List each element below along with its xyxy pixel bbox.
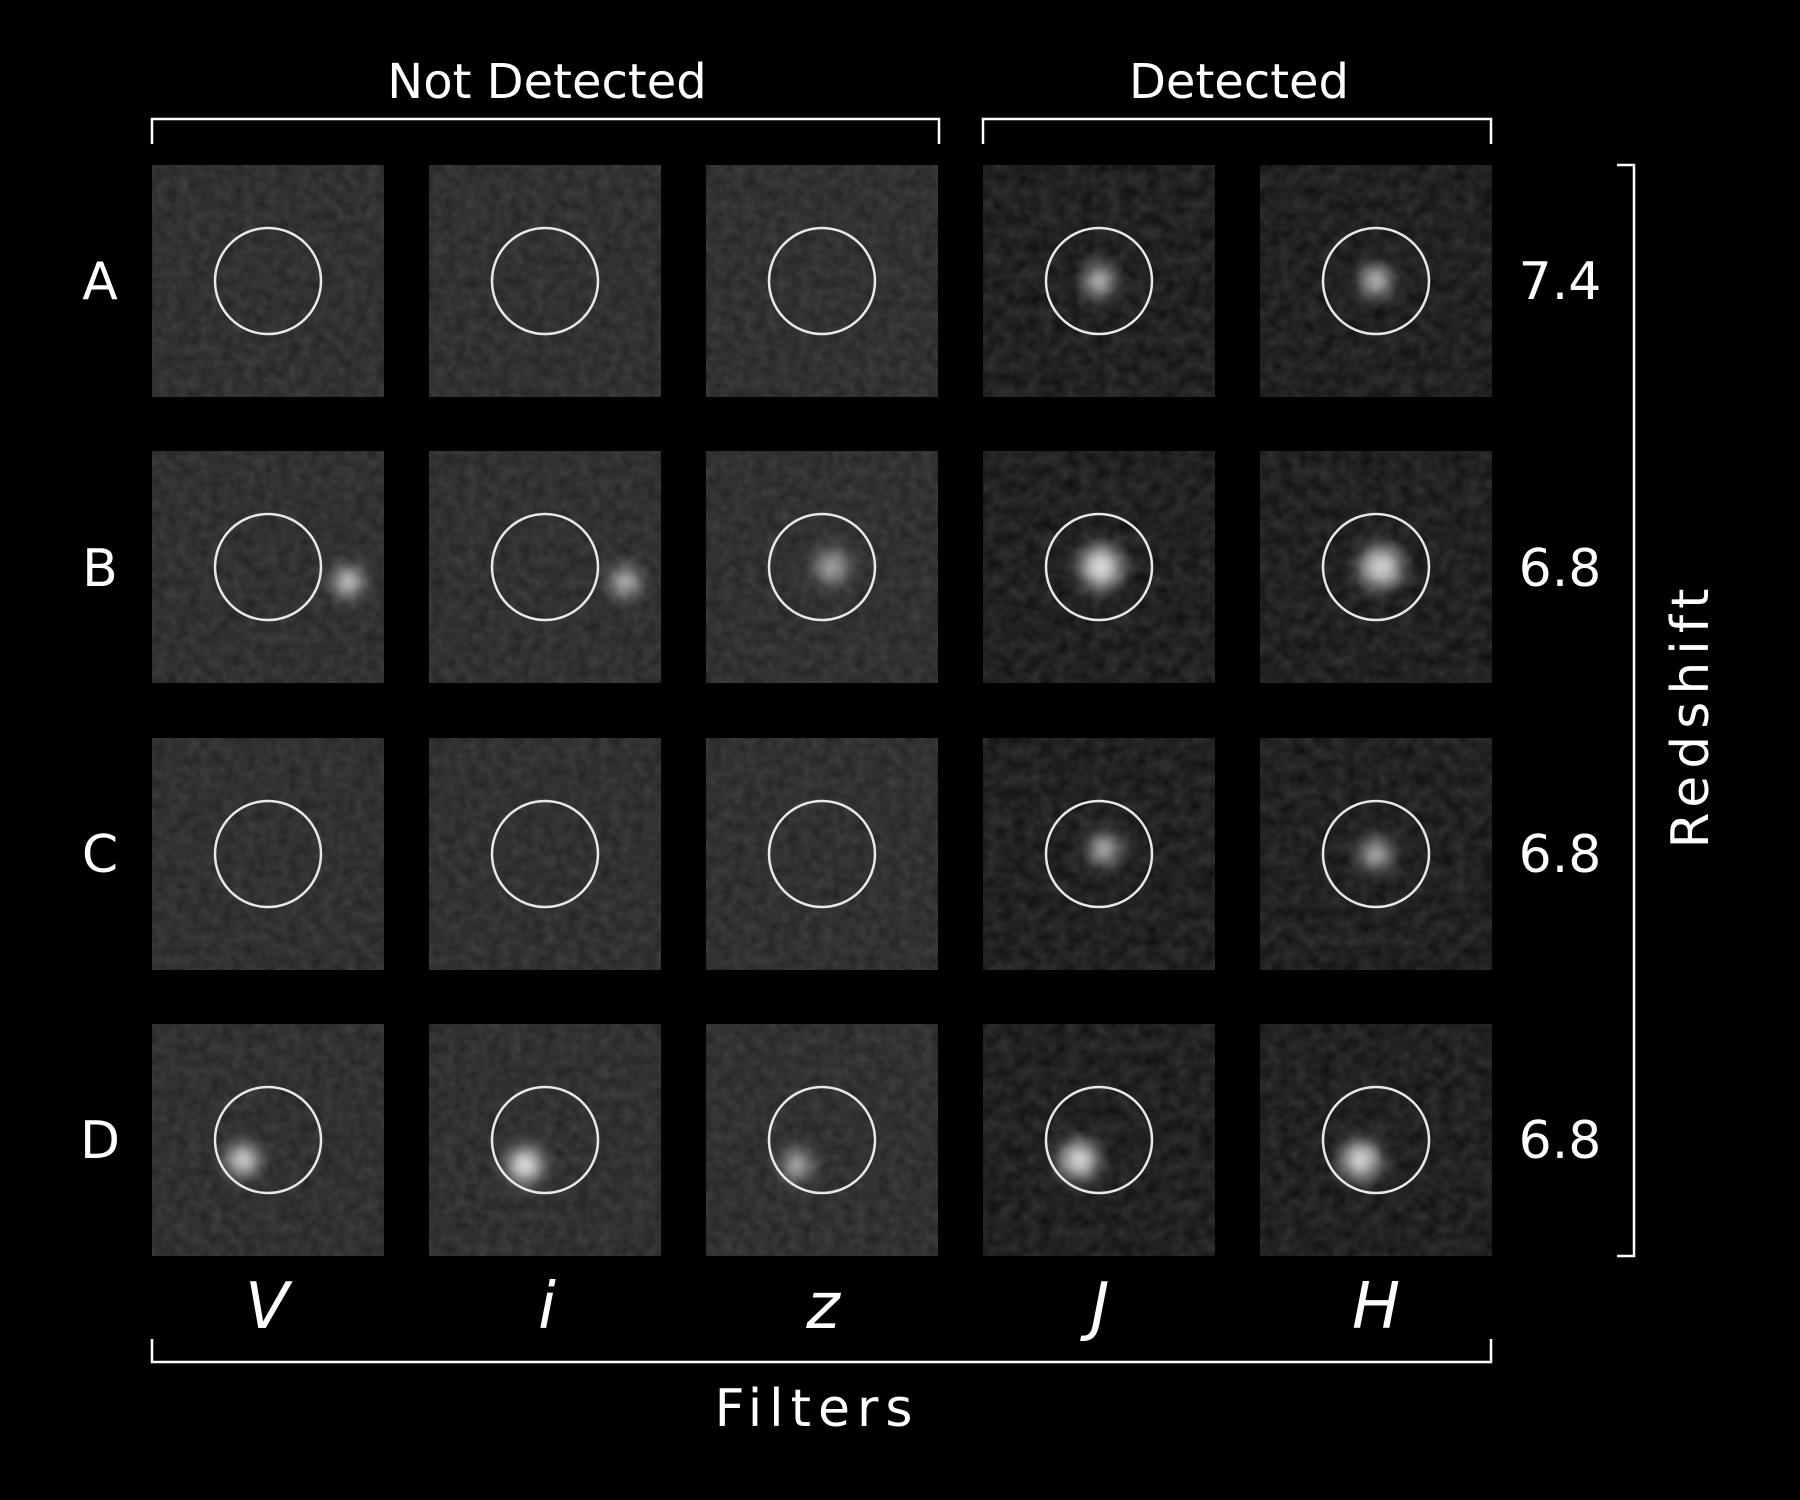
aperture-circle (1044, 512, 1154, 622)
cutout-noise (706, 738, 938, 970)
source-blob (1362, 267, 1390, 295)
filters-axis-title: Filters (715, 1379, 920, 1439)
aperture-circle (490, 226, 600, 336)
image-cutout-b-j (983, 451, 1215, 683)
row-label-d: D (80, 1111, 120, 1171)
aperture-circle (490, 512, 600, 622)
redshift-value-c: 6.8 (1519, 825, 1602, 885)
aperture-circle (767, 1085, 877, 1195)
aperture-circle (213, 226, 323, 336)
row-label-a: A (82, 252, 118, 312)
redshift-axis-title: Redshift (1661, 581, 1721, 848)
aperture-circle (1321, 799, 1431, 909)
source-blob (784, 1152, 810, 1178)
source-blob (816, 551, 848, 583)
cutout-noise (429, 451, 661, 683)
aperture-circle (213, 1085, 323, 1195)
cutout-noise (152, 165, 384, 397)
source-blob (229, 1146, 257, 1174)
image-cutout-d-i (429, 1024, 661, 1256)
cutout-noise (152, 1024, 384, 1256)
aperture-circle (1044, 226, 1154, 336)
source-blob (1343, 1142, 1379, 1178)
image-cutout-c-z (706, 738, 938, 970)
source-blob (1362, 840, 1390, 868)
image-cutout-d-v (152, 1024, 384, 1256)
image-cutout-b-i (429, 451, 661, 683)
not-detected-label: Not Detected (387, 54, 706, 110)
source-blob (612, 569, 638, 595)
source-blob (1090, 835, 1118, 863)
detected-bracket (981, 117, 1493, 144)
image-cutout-b-h (1260, 451, 1492, 683)
aperture-circle (1044, 1085, 1154, 1195)
image-cutout-a-v (152, 165, 384, 397)
image-cutout-c-i (429, 738, 661, 970)
source-blob (335, 569, 361, 595)
filter-label-h: H (1352, 1270, 1400, 1344)
image-cutout-d-h (1260, 1024, 1492, 1256)
aperture-circle (1044, 799, 1154, 909)
redshift-value-b: 6.8 (1519, 539, 1602, 599)
aperture-circle (213, 512, 323, 622)
aperture-circle (767, 226, 877, 336)
cutout-noise (152, 451, 384, 683)
image-cutout-a-j (983, 165, 1215, 397)
image-cutout-c-j (983, 738, 1215, 970)
redshift-value-d: 6.8 (1519, 1111, 1602, 1171)
row-label-c: C (82, 825, 118, 885)
image-cutout-d-j (983, 1024, 1215, 1256)
source-blob (1061, 1142, 1097, 1178)
cutout-noise (429, 165, 661, 397)
image-panel-grid (152, 165, 1492, 1256)
filter-label-j: J (1080, 1270, 1110, 1344)
source-blob (1081, 547, 1121, 587)
cutout-noise (1260, 1024, 1492, 1256)
image-cutout-a-z (706, 165, 938, 397)
cutout-noise (983, 1024, 1215, 1256)
image-cutout-a-i (429, 165, 661, 397)
redshift-value-a: 7.4 (1519, 252, 1602, 312)
aperture-circle (1321, 226, 1431, 336)
filter-label-z: z (805, 1270, 841, 1344)
row-label-b: B (82, 539, 118, 599)
aperture-circle (490, 799, 600, 909)
image-cutout-d-z (706, 1024, 938, 1256)
redshift-bracket (1617, 163, 1636, 1258)
source-blob (1085, 267, 1113, 295)
filter-label-i: i (538, 1270, 556, 1344)
cutout-noise (706, 1024, 938, 1256)
aperture-circle (1321, 512, 1431, 622)
cutout-noise (429, 1024, 661, 1256)
aperture-circle (490, 1085, 600, 1195)
aperture-circle (767, 512, 877, 622)
detected-label: Detected (1129, 54, 1349, 110)
filter-label-v: V (245, 1270, 293, 1344)
filters-bracket (150, 1339, 1493, 1364)
aperture-circle (213, 799, 323, 909)
image-cutout-a-h (1260, 165, 1492, 397)
image-cutout-b-v (152, 451, 384, 683)
cutout-noise (152, 738, 384, 970)
aperture-circle (1321, 1085, 1431, 1195)
image-cutout-c-v (152, 738, 384, 970)
image-cutout-b-z (706, 451, 938, 683)
image-cutout-c-h (1260, 738, 1492, 970)
cutout-noise (706, 165, 938, 397)
not-detected-bracket (150, 117, 941, 144)
aperture-circle (767, 799, 877, 909)
cutout-noise (429, 738, 661, 970)
source-blob (509, 1149, 541, 1181)
source-blob (1361, 547, 1401, 587)
